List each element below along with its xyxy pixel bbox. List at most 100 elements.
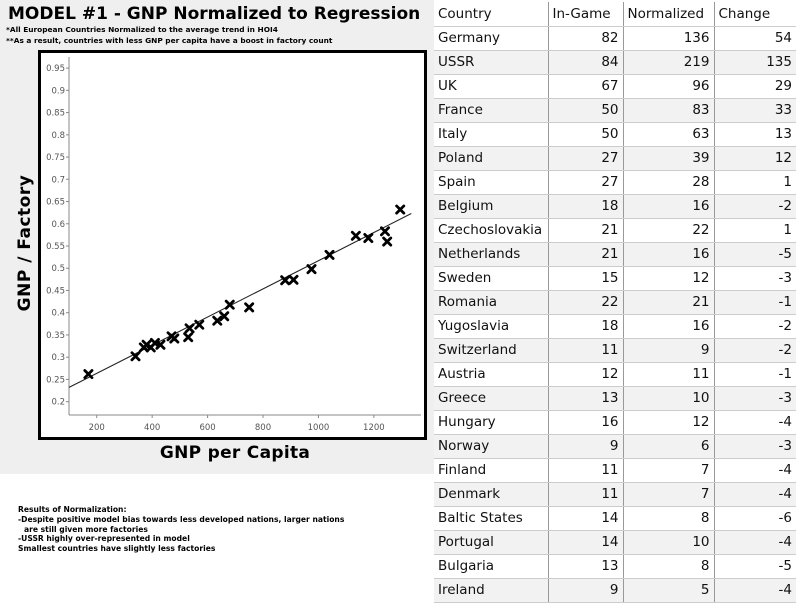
- data-point: [212, 315, 223, 326]
- cell-change: -4: [714, 530, 796, 555]
- cell-normalized: 10: [623, 386, 715, 411]
- table-row: Ireland 9 5 -4: [434, 578, 796, 603]
- y-tick-label: 0.25: [46, 375, 65, 385]
- data-point: [224, 299, 235, 310]
- header-in-game: In-Game: [548, 2, 624, 27]
- cell-country: Denmark: [434, 482, 549, 507]
- cell-normalized: 7: [623, 482, 715, 507]
- cell-normalized: 28: [623, 170, 715, 195]
- x-tick-label: 400: [144, 423, 160, 433]
- cell-normalized: 83: [623, 98, 715, 123]
- y-tick-label: 0.7: [51, 175, 65, 185]
- cell-normalized: 12: [623, 266, 715, 291]
- data-point: [219, 311, 230, 322]
- cell-in-game: 84: [548, 50, 624, 75]
- cell-change: 33: [714, 98, 796, 123]
- cell-normalized: 7: [623, 458, 715, 483]
- table-row: Romania 22 21 -1: [434, 290, 796, 315]
- table-header-row: Country In-Game Normalized Change: [434, 2, 796, 27]
- cell-normalized: 5: [623, 578, 715, 603]
- results-line: -USSR highly over-represented in model: [18, 534, 190, 544]
- x-tick-label: 600: [199, 423, 215, 433]
- cell-change: -2: [714, 194, 796, 219]
- cell-in-game: 67: [548, 74, 624, 99]
- cell-country: Baltic States: [434, 506, 549, 531]
- table-row: Germany 82 136 54: [434, 26, 796, 51]
- cell-country: UK: [434, 74, 549, 99]
- table-row: USSR 84 219 135: [434, 50, 796, 75]
- cell-country: Hungary: [434, 410, 549, 435]
- cell-change: -3: [714, 434, 796, 459]
- data-point: [350, 230, 361, 241]
- table-row: Italy 50 63 13: [434, 122, 796, 147]
- cell-change: -5: [714, 554, 796, 579]
- data-points: [83, 204, 406, 380]
- cell-change: -4: [714, 482, 796, 507]
- cell-normalized: 12: [623, 410, 715, 435]
- cell-in-game: 21: [548, 242, 624, 267]
- table-row: Hungary 16 12 -4: [434, 410, 796, 435]
- cell-country: Poland: [434, 146, 549, 171]
- cell-in-game: 50: [548, 122, 624, 147]
- y-tick-label: 0.85: [46, 109, 65, 119]
- y-tick-label: 0.3: [51, 353, 65, 363]
- cell-normalized: 16: [623, 242, 715, 267]
- cell-change: -4: [714, 458, 796, 483]
- cell-country: Finland: [434, 458, 549, 483]
- data-point: [130, 351, 141, 362]
- cell-country: Netherlands: [434, 242, 549, 267]
- y-tick-label: 0.95: [46, 64, 65, 74]
- results-line: -Despite positive model bias towards les…: [18, 514, 345, 524]
- header-normalized: Normalized: [623, 2, 715, 27]
- table-row: Spain 27 28 1: [434, 170, 796, 195]
- x-tick-label: 1200: [363, 423, 385, 433]
- cell-in-game: 27: [548, 146, 624, 171]
- y-tick-label: 0.65: [46, 198, 65, 208]
- table-row: Greece 13 10 -3: [434, 386, 796, 411]
- data-point: [194, 319, 205, 330]
- y-tick-label: 0.2: [51, 398, 65, 408]
- data-point: [83, 369, 94, 380]
- table-row: Poland 27 39 12: [434, 146, 796, 171]
- table-row: Bulgaria 13 8 -5: [434, 554, 796, 579]
- cell-change: 54: [714, 26, 796, 51]
- y-tick-label: 0.45: [46, 286, 65, 296]
- cell-country: Belgium: [434, 194, 549, 219]
- cell-country: Romania: [434, 290, 549, 315]
- cell-change: 135: [714, 50, 796, 75]
- y-axis-label: GNP / Factory: [15, 174, 35, 312]
- cell-normalized: 6: [623, 434, 715, 459]
- cell-in-game: 13: [548, 554, 624, 579]
- cell-change: -2: [714, 338, 796, 363]
- cell-normalized: 9: [623, 338, 715, 363]
- cell-in-game: 12: [548, 362, 624, 387]
- cell-in-game: 14: [548, 506, 624, 531]
- cell-country: Norway: [434, 434, 549, 459]
- x-tick-label: 1000: [308, 423, 330, 433]
- table-body: Germany 82 136 54 USSR 84 219 135 UK 67 96 29 France…: [434, 26, 796, 603]
- data-point: [155, 339, 166, 350]
- cell-change: 29: [714, 74, 796, 99]
- cell-normalized: 10: [623, 530, 715, 555]
- cell-in-game: 22: [548, 290, 624, 315]
- x-ticks: 200 400 600 800 1000 1200: [89, 415, 385, 433]
- cell-change: 1: [714, 170, 796, 195]
- data-point: [184, 323, 195, 334]
- table-row: Norway 9 6 -3: [434, 434, 796, 459]
- table-row: Portugal 14 10 -4: [434, 530, 796, 555]
- table-row: Switzerland 11 9 -2: [434, 338, 796, 363]
- y-tick-label: 0.5: [51, 264, 65, 274]
- y-tick-label: 0.35: [46, 331, 65, 341]
- data-point: [288, 274, 299, 285]
- cell-change: -4: [714, 410, 796, 435]
- cell-change: -2: [714, 314, 796, 339]
- x-tick-label: 200: [89, 423, 105, 433]
- cell-normalized: 11: [623, 362, 715, 387]
- cell-country: Yugoslavia: [434, 314, 549, 339]
- cell-normalized: 96: [623, 74, 715, 99]
- cell-country: Switzerland: [434, 338, 549, 363]
- cell-change: -5: [714, 242, 796, 267]
- cell-normalized: 63: [623, 122, 715, 147]
- y-tick-label: 0.55: [46, 242, 65, 252]
- cell-normalized: 39: [623, 146, 715, 171]
